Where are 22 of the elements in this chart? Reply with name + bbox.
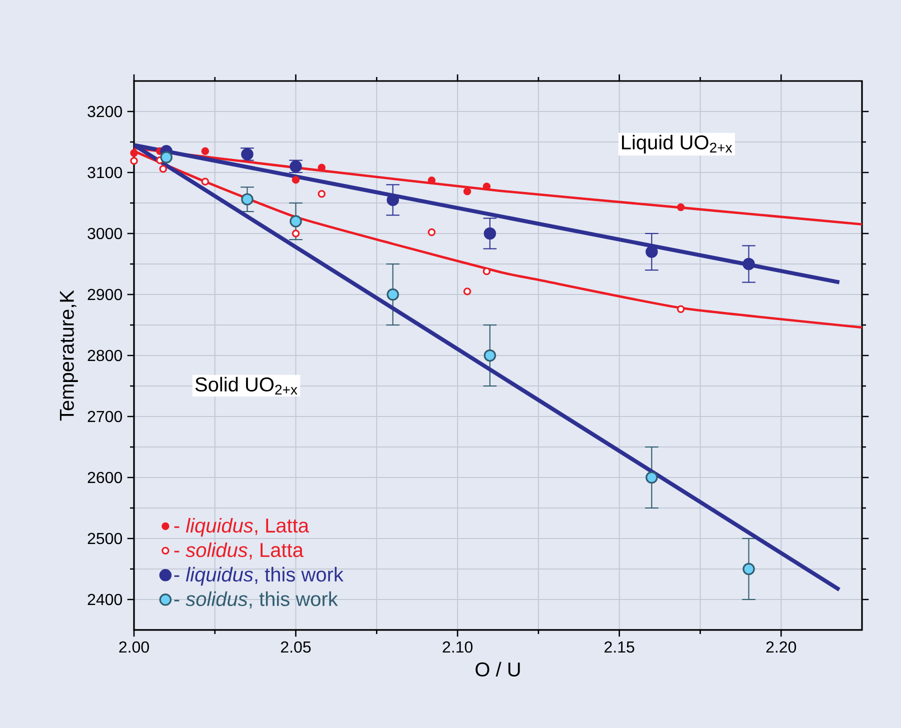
y-tick-label: 2400 bbox=[88, 594, 122, 606]
legend-label: - liquidus, this work bbox=[174, 566, 344, 586]
y-tick-label: 3200 bbox=[88, 106, 122, 118]
x-tick-label: 2.15 bbox=[604, 641, 634, 653]
legend-label: - liquidus, Latta bbox=[174, 518, 310, 537]
y-tick-label: 3000 bbox=[88, 228, 122, 240]
x-axis-title: O / U bbox=[476, 662, 520, 677]
y-tick-label: 2700 bbox=[88, 410, 122, 422]
x-tick-label: 2.20 bbox=[766, 641, 796, 653]
x-tick-label: 2.00 bbox=[119, 641, 149, 653]
y-tick-label: 2800 bbox=[88, 350, 122, 362]
legend-label: - solidus, this work bbox=[174, 591, 338, 608]
y-tick-label: 2600 bbox=[88, 472, 122, 484]
legend-label: - solidus, Latta bbox=[174, 542, 304, 560]
y-axis-title: Temperature,K bbox=[60, 290, 78, 421]
y-tick-label: 2500 bbox=[88, 532, 122, 544]
x-tick-label: 2.10 bbox=[442, 641, 473, 653]
annotation: Liquid UO$_{2+x}$ bbox=[622, 134, 732, 154]
annotation: Solid UO$_{2+x}$ bbox=[195, 376, 298, 395]
y-tick-label: 2900 bbox=[88, 288, 122, 300]
x-tick-label: 2.05 bbox=[281, 641, 311, 653]
y-tick-label: 3100 bbox=[88, 166, 122, 178]
